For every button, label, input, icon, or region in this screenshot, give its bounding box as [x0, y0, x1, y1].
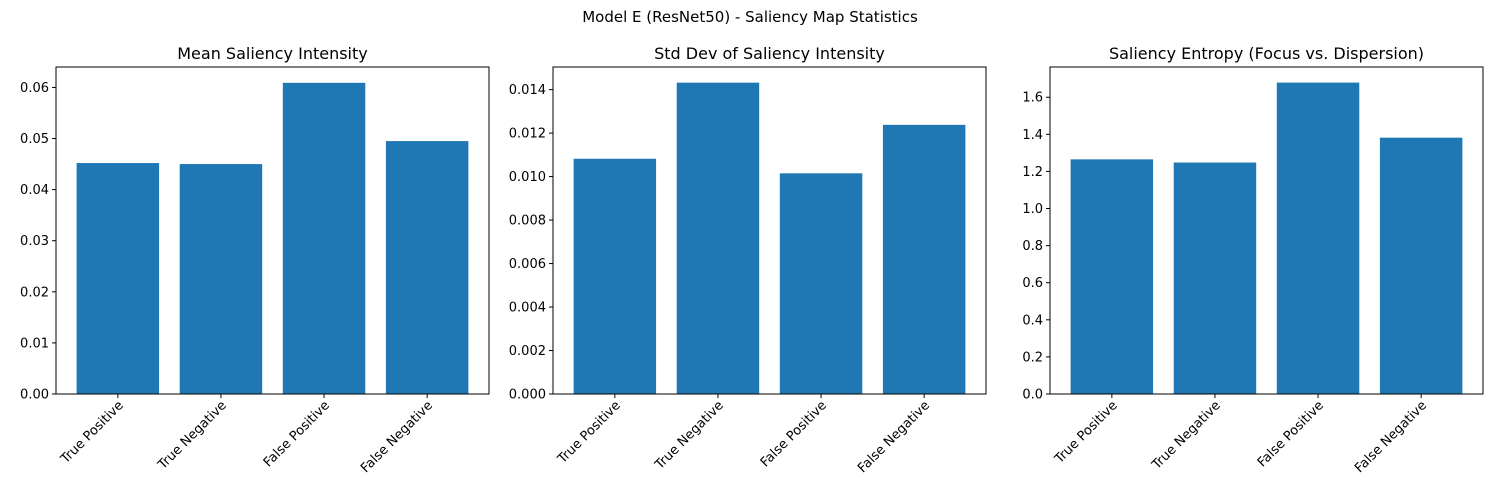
- figure-title: Model E (ResNet50) - Saliency Map Statis…: [582, 8, 918, 26]
- ytick-label-0-1: 0.01: [20, 336, 49, 351]
- ytick-label-0-0: 0.00: [20, 388, 49, 403]
- bar-0-0: [76, 163, 160, 394]
- xtick-label-0-2: False Positive: [261, 398, 333, 470]
- ytick-label-0-2: 0.02: [20, 285, 49, 300]
- ytick-label-0-5: 0.05: [20, 132, 49, 147]
- xtick-label-0-0: True Positive: [57, 398, 126, 467]
- bar-0-3: [385, 141, 469, 394]
- ytick-label-0-3: 0.03: [20, 234, 49, 249]
- bar-0-2: [282, 82, 366, 395]
- xtick-label-0-1: True Negative: [155, 398, 230, 473]
- ytick-label-0-6: 0.06: [20, 81, 49, 96]
- xtick-label-0-3: False Negative: [358, 398, 436, 476]
- axes-frame-0: [55, 66, 490, 395]
- ytick-label-0-4: 0.04: [20, 183, 49, 198]
- bar-0-1: [179, 164, 263, 394]
- chart-0-title: Mean Saliency Intensity: [177, 44, 368, 63]
